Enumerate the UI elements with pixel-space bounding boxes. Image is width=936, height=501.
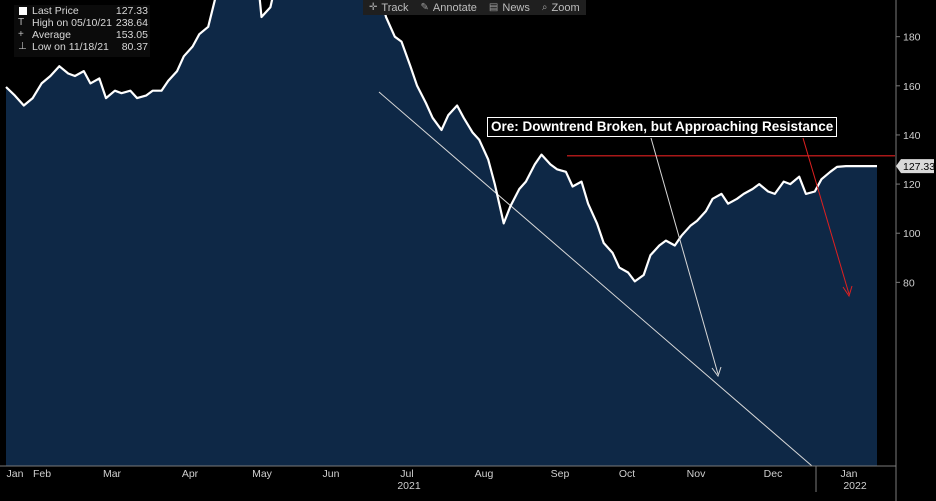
legend-value: 153.05: [115, 29, 148, 41]
legend-label: Last Price: [32, 5, 79, 17]
annotate-label: Annotate: [432, 1, 477, 14]
y-tick-label: 80: [903, 277, 915, 289]
y-tick-label: 140: [903, 130, 921, 142]
legend-value: 127.33: [115, 5, 148, 17]
legend-label: High on 05/10/21: [32, 17, 112, 29]
x-tick-label: Jan: [7, 468, 24, 480]
x-tick-label: Dec: [764, 468, 783, 480]
y-tick-label: 160: [903, 81, 921, 93]
x-tick-label: Feb: [33, 468, 51, 480]
square-marker-icon: [19, 7, 27, 15]
pencil-icon: ✎: [420, 2, 429, 13]
legend-item-last-price[interactable]: Last Price 127.33: [14, 5, 150, 17]
legend-panel: Last Price 127.33 T High on 05/10/21 238…: [14, 5, 150, 57]
annotation-arrow-left: [650, 137, 719, 375]
legend-item-high[interactable]: T High on 05/10/21 238.64: [14, 17, 150, 29]
annotation-arrowhead-left: [711, 366, 722, 378]
average-marker-icon: +: [18, 29, 24, 40]
last-price-tag-bg: [896, 159, 934, 174]
annotate-button[interactable]: ✎ Annotate: [414, 0, 482, 15]
x-tick-label: Jul: [400, 468, 413, 480]
track-label: Track: [381, 1, 409, 14]
x-tick-label: Jan: [841, 468, 858, 480]
high-marker-icon: T: [18, 17, 25, 28]
legend-item-average[interactable]: + Average 153.05: [14, 29, 150, 41]
news-button[interactable]: ▤ News: [483, 0, 536, 15]
y-tick-label: 100: [903, 228, 921, 240]
x-tick-label: Aug: [475, 468, 494, 480]
price-area-fill: [6, 0, 877, 466]
x-tick-label: May: [252, 468, 273, 480]
zoom-label: Zoom: [551, 1, 580, 14]
x-tick-label: Mar: [103, 468, 122, 480]
chart-toolbar: ✛ Track ✎ Annotate ▤ News ⌕ Zoom: [363, 0, 586, 15]
x-tick-label: Nov: [687, 468, 706, 480]
track-button[interactable]: ✛ Track: [363, 0, 414, 15]
year-label-2022: 2022: [843, 480, 867, 492]
legend-label: Average: [32, 29, 71, 41]
news-label: News: [502, 1, 530, 14]
legend-value: 238.64: [115, 17, 148, 29]
x-tick-label: Sep: [551, 468, 570, 480]
crosshair-icon: ✛: [369, 2, 378, 13]
x-tick-label: Jun: [323, 468, 340, 480]
price-line: [5, 0, 877, 283]
news-icon: ▤: [488, 2, 499, 13]
legend-value: 80.37: [121, 41, 148, 53]
x-tick-label: Oct: [619, 468, 635, 480]
y-axis-ticks: 80100120140160180200220240: [896, 32, 921, 289]
last-price-tag-text: 127.33: [903, 161, 935, 173]
chart-annotation[interactable]: Ore: Downtrend Broken, but Approaching R…: [487, 117, 838, 137]
legend-item-low[interactable]: ⊥ Low on 11/18/21 80.37: [14, 41, 150, 53]
x-axis-ticks: Jan Feb Mar Apr May Jun Jul Aug Sep Oct Nov Dec Jan: [7, 468, 858, 480]
y-tick-label: 120: [903, 179, 921, 191]
y-tick-label: 180: [903, 32, 921, 44]
x-tick-label: Apr: [182, 468, 199, 480]
zoom-button[interactable]: ⌕ Zoom: [536, 0, 586, 15]
downtrend-line: [378, 91, 813, 467]
magnifier-icon: ⌕: [541, 2, 548, 13]
legend-label: Low on 11/18/21: [32, 41, 109, 53]
year-label-2021: 2021: [397, 480, 421, 492]
low-marker-icon: ⊥: [18, 41, 27, 52]
annotation-arrowhead-right: [842, 285, 853, 298]
last-price-tag: 127.33: [896, 159, 935, 174]
annotation-arrow-right: [802, 137, 850, 295]
